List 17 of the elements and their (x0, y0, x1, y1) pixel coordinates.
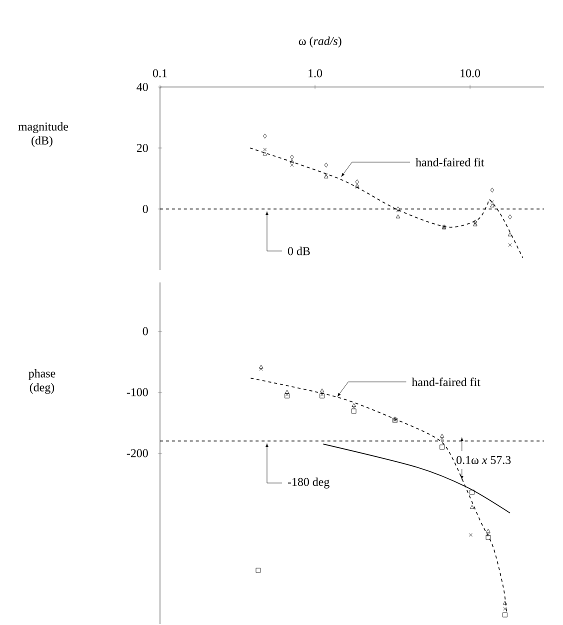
x-tick-label: 0.1 (152, 69, 167, 78)
y-tick-label: -100 (126, 388, 148, 396)
y-tick-label: 40 (136, 82, 148, 92)
annotation: 0.1ω x 57.3 (456, 456, 511, 464)
y-tick-label: 0 (142, 327, 148, 336)
ref-line-label: -180 deg (288, 478, 330, 488)
y-tick-label: -200 (126, 449, 148, 458)
y-axis-title: phase (deg) (28, 369, 56, 394)
y-axis-title: magnitude (dB) (18, 122, 68, 147)
y-tick-label: 0 (142, 204, 148, 214)
y-tick-label: 20 (136, 144, 148, 152)
ref-line-label: 0 dB (288, 246, 310, 256)
x-axis-title: ω (rad/s) (298, 36, 342, 48)
x-tick-label: 10.0 (460, 69, 480, 78)
annotation: hand-faired fit (416, 158, 484, 166)
annotation: hand-faired fit (412, 378, 480, 386)
x-tick-label: 1.0 (308, 69, 322, 78)
